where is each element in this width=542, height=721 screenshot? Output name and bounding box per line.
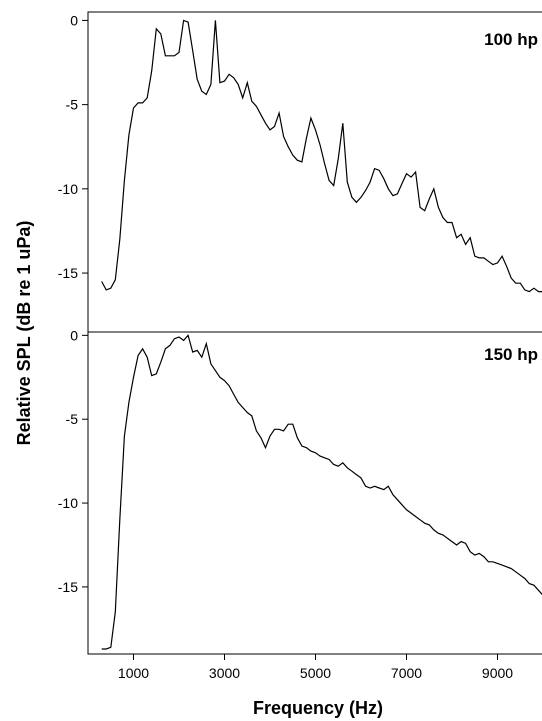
y-tick-label: -15	[58, 579, 78, 595]
panel-bottom: 150 hp 0 -5 -10 -15	[58, 327, 542, 655]
y-tick-label: -15	[58, 265, 78, 281]
x-tick-label: 3000	[209, 665, 240, 681]
y-tick-label: -10	[58, 495, 78, 511]
x-tick-label: 5000	[300, 665, 331, 681]
x-tick-label: 7000	[391, 665, 422, 681]
panel-bottom-y-ticks: 0 -5 -10 -15	[58, 327, 88, 595]
panel-bottom-frame	[87, 331, 542, 655]
x-axis-title: Frequency (Hz)	[253, 698, 383, 718]
x-tick-label: 9000	[482, 665, 513, 681]
y-tick-label: -5	[66, 411, 79, 427]
panel-top-y-ticks: 0 -5 -10 -15	[58, 12, 88, 281]
y-axis-title: Relative SPL (dB re 1 uPa)	[14, 221, 34, 446]
y-tick-label: 0	[70, 327, 78, 343]
y-tick-label: -5	[66, 97, 79, 113]
panel-top-series-line	[101, 19, 542, 293]
y-tick-label: 0	[70, 12, 78, 28]
panel-bottom-series-line	[101, 334, 542, 650]
x-axis-ticks: 1000 3000 5000 7000 9000	[118, 654, 513, 681]
panel-top-label: 100 hp	[484, 30, 538, 49]
y-tick-label: -10	[58, 181, 78, 197]
panel-top: 100 hp 0 -5 -10 -15	[58, 11, 542, 333]
x-tick-label: 1000	[118, 665, 149, 681]
panel-bottom-label: 150 hp	[484, 345, 538, 364]
panel-top-frame	[87, 11, 542, 333]
